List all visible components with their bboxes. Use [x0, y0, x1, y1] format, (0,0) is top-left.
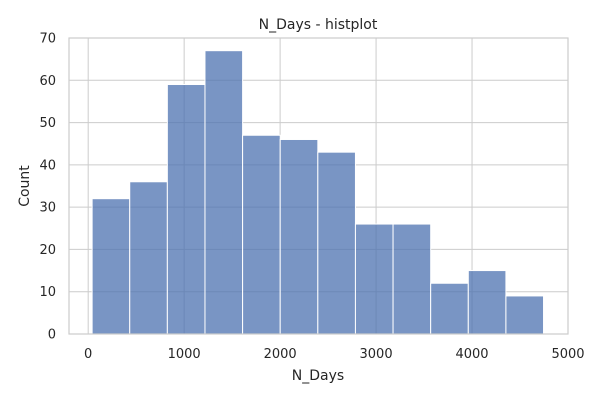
histogram-bar — [279, 138, 319, 335]
y-tick-label: 70 — [39, 32, 56, 47]
x-tick-label: 0 — [84, 347, 92, 362]
y-axis-label: Count — [17, 165, 33, 207]
x-tick-label: 1000 — [168, 347, 201, 362]
y-tick-label: 40 — [39, 158, 56, 173]
x-tick-label: 4000 — [455, 347, 488, 362]
y-tick-label: 50 — [39, 116, 56, 131]
histogram-bar — [392, 223, 432, 335]
x-tick-label: 5000 — [551, 347, 584, 362]
chart-title: N_Days - histplot — [259, 17, 378, 33]
histogram-bar — [204, 50, 244, 335]
histogram-bar — [505, 295, 545, 335]
y-tick-label: 10 — [39, 285, 56, 300]
y-tick-label: 60 — [39, 74, 56, 89]
histogram-bar — [467, 270, 507, 335]
histogram-bars — [91, 50, 545, 335]
y-tick-label: 0 — [48, 328, 56, 343]
histogram-bar — [354, 223, 394, 335]
histogram-bar — [242, 134, 281, 335]
histogram-bar — [317, 151, 356, 335]
histogram-bar — [129, 181, 168, 335]
plot-frame — [68, 37, 569, 335]
y-tick-label: 20 — [39, 243, 56, 258]
x-tick-label: 2000 — [264, 347, 297, 362]
histogram-bar — [91, 198, 131, 335]
histogram-bar — [430, 282, 469, 335]
x-axis-label: N_Days — [292, 368, 344, 384]
histogram-bar — [166, 84, 206, 335]
x-tick-label: 3000 — [360, 347, 393, 362]
x-tick-labels: 0 1000 2000 3000 4000 5000 — [84, 347, 584, 362]
y-tick-label: 30 — [39, 201, 56, 216]
y-tick-labels: 0 10 20 30 40 50 60 70 — [39, 32, 56, 343]
